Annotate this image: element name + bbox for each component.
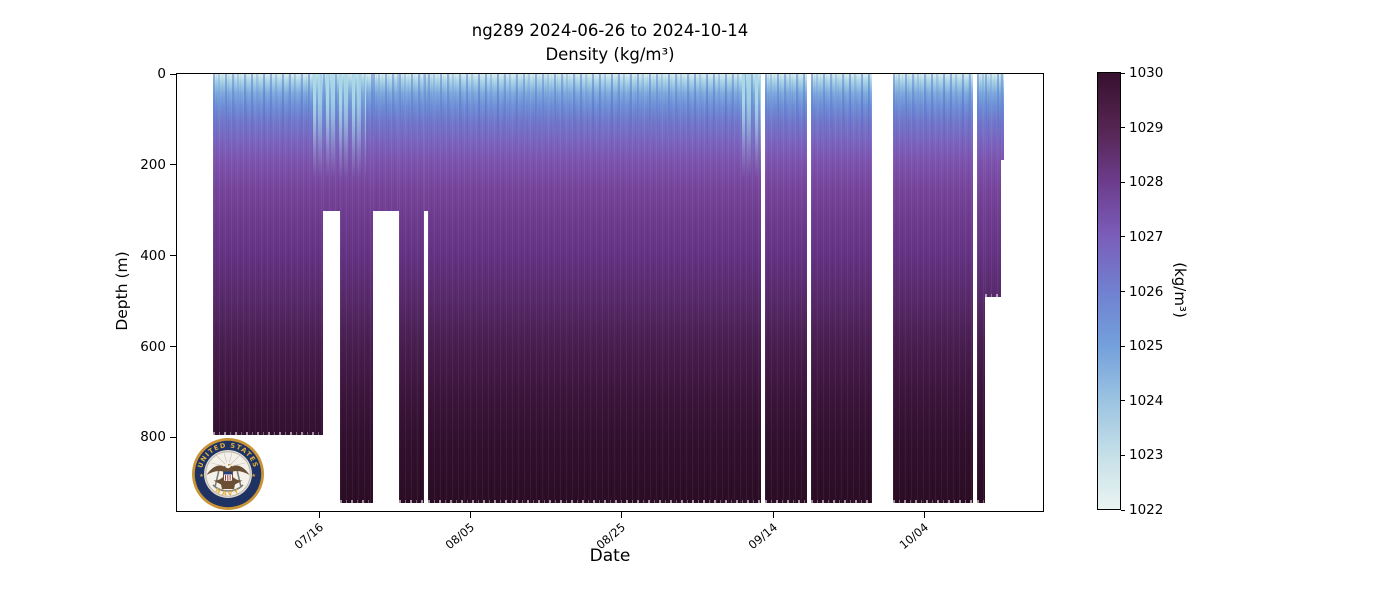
colorbar-tick-mark: [1121, 291, 1125, 292]
heatmap-segment: [984, 74, 1002, 297]
surface-striations: [424, 74, 428, 154]
y-tick-label: 800: [140, 429, 166, 446]
heatmap-segment: [1001, 74, 1005, 161]
colorbar-tick-mark: [1121, 236, 1125, 238]
heatmap-segment: [424, 74, 428, 212]
ragged-bottom-edge: [984, 293, 1002, 297]
y-tick-label: 600: [140, 338, 166, 355]
colorbar-tick-label: 1025: [1129, 338, 1164, 355]
colorbar-tick-mark: [1121, 181, 1125, 183]
ragged-bottom-edge: [427, 500, 762, 504]
surface-striations: [399, 74, 425, 154]
colorbar-tick-label: 1028: [1129, 174, 1164, 191]
surface-striations: [212, 74, 323, 154]
x-tick-mark: [470, 512, 472, 518]
y-tick-mark: [170, 164, 176, 166]
eagle-beak: [228, 463, 232, 466]
colorbar-tick-mark: [1121, 454, 1125, 456]
shield-chief: [224, 471, 232, 475]
heatmap-segment: [764, 74, 808, 504]
colorbar-tick-mark: [1121, 345, 1125, 347]
colorbar-tick-mark: [1121, 509, 1125, 511]
surface-striations: [764, 74, 808, 154]
colorbar: [1097, 72, 1121, 510]
colorbar-tick-label: 1024: [1129, 392, 1164, 409]
ragged-bottom-edge: [399, 500, 425, 504]
x-tick-mark: [319, 512, 321, 518]
ragged-bottom-edge: [340, 500, 373, 504]
plot-area: [176, 73, 1044, 512]
svg-text:NAVY: NAVY: [214, 487, 242, 498]
y-tick-mark: [170, 346, 176, 348]
surface-striations: [372, 74, 400, 154]
heatmap-segment: [427, 74, 762, 504]
ragged-bottom-edge: [892, 500, 973, 504]
colorbar-tick-label: 1026: [1129, 283, 1164, 300]
surface-striations: [811, 74, 872, 154]
plot-subtitle: Density (kg/m³): [545, 45, 675, 64]
us-navy-seal-logo: UNITED STATES NAVY ★ ★: [192, 438, 264, 510]
heatmap-segment: [976, 74, 985, 504]
heatmap-segment: [399, 74, 425, 504]
colorbar-tick-label: 1030: [1129, 65, 1164, 81]
ragged-bottom-edge: [212, 432, 323, 436]
anchor-icon: [212, 469, 244, 492]
colorbar-tick-label: 1022: [1129, 502, 1164, 518]
y-tick-mark: [170, 436, 176, 438]
surface-striations: [976, 74, 985, 154]
x-tick-mark: [923, 512, 925, 518]
surface-striations: [427, 74, 762, 154]
ragged-bottom-edge: [976, 500, 985, 504]
shield-stripes: [225, 475, 231, 481]
star-right-icon: ★: [251, 473, 256, 479]
surface-striations: [984, 74, 1002, 154]
deep-surface-layer-patch: [313, 74, 366, 179]
y-tick-mark: [170, 73, 176, 75]
colorbar-tick-mark: [1121, 72, 1125, 74]
heatmap-segment: [811, 74, 872, 504]
heatmap-segment: [892, 74, 973, 504]
ragged-bottom-edge: [811, 500, 872, 504]
x-axis-label: Date: [589, 546, 631, 566]
star-left-icon: ★: [199, 473, 204, 479]
heatmap-segment: [372, 74, 400, 212]
colorbar-tick-label: 1027: [1129, 228, 1164, 245]
y-tick-mark: [170, 255, 176, 257]
colorbar-tick-mark: [1121, 400, 1125, 402]
plot-title: ng289 2024-06-26 to 2024-10-14: [471, 21, 749, 40]
colorbar-tick-label: 1023: [1129, 447, 1164, 464]
x-tick-mark: [621, 512, 623, 518]
seal-bottom-text: NAVY: [214, 487, 240, 498]
surface-striations: [1001, 74, 1005, 154]
heatmap-texture: [976, 74, 985, 504]
colorbar-label: (kg/m³): [1171, 262, 1189, 318]
colorbar-tick-mark: [1121, 127, 1125, 129]
colorbar-tick-label: 1029: [1129, 119, 1164, 136]
y-tick-label: 400: [140, 247, 166, 264]
surface-striations: [892, 74, 973, 154]
heatmap-segment: [212, 74, 323, 436]
y-tick-label: 0: [157, 66, 166, 82]
x-tick-mark: [772, 512, 774, 518]
ragged-bottom-edge: [764, 500, 808, 504]
y-tick-label: 200: [140, 156, 166, 173]
deep-surface-layer-patch: [742, 74, 762, 179]
